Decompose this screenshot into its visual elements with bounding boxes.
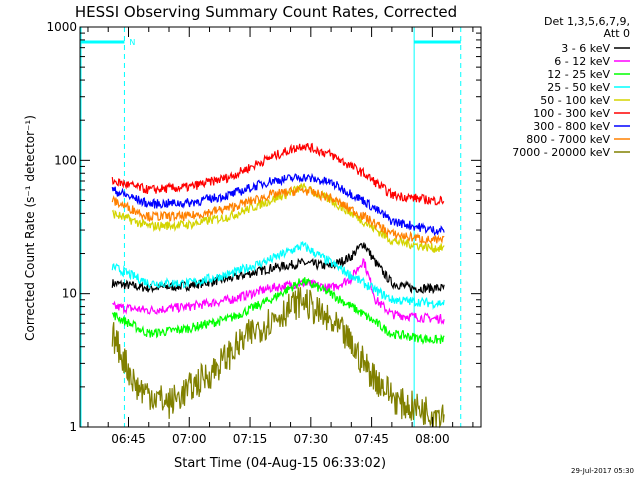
series-line (111, 241, 445, 310)
x-axis-label: Start Time (04-Aug-15 06:33:02) (174, 456, 386, 471)
legend-header-line: Att 0 (604, 27, 630, 40)
legend-entry: 800 - 7000 keV (526, 133, 630, 146)
series-line (111, 287, 445, 429)
y-tick-label: 1000 (46, 20, 77, 34)
legend-label: 6 - 12 keV (554, 55, 610, 68)
y-tick-label: 10 (62, 287, 77, 301)
legend-entry: 3 - 6 keV (561, 42, 630, 55)
series-line (111, 242, 445, 295)
plot-frame (79, 26, 482, 428)
legend-label: 100 - 300 keV (533, 107, 610, 120)
legend-entry: 100 - 300 keV (533, 107, 630, 120)
legend-label: 25 - 50 keV (547, 81, 610, 94)
legend-entry: 7000 - 20000 keV (512, 146, 630, 159)
y-axis-label: Corrected Count Rate (s⁻¹ detector⁻¹) (23, 115, 37, 341)
legend-header-line: Det 1,3,5,6,7,9, (544, 15, 630, 28)
night-flag: N (129, 38, 135, 47)
x-tick-label: 08:00 (415, 432, 450, 446)
legend-entry: 6 - 12 keV (554, 55, 630, 68)
series-line (111, 172, 445, 237)
x-tick-label: 07:45 (354, 432, 389, 446)
legend-entry: 25 - 50 keV (547, 81, 630, 94)
x-tick-label: 07:30 (294, 432, 329, 446)
series-line (111, 182, 445, 254)
series-line (111, 185, 445, 246)
x-tick-label: 07:15 (233, 432, 268, 446)
x-tick-label: 06:45 (111, 432, 146, 446)
x-tick-label: 07:00 (172, 432, 207, 446)
legend-label: 50 - 100 keV (540, 94, 610, 107)
y-tick-label: 1 (69, 420, 77, 434)
legend-entry: 12 - 25 keV (547, 68, 630, 81)
chart-title: HESSI Observing Summary Count Rates, Cor… (75, 3, 457, 21)
series-line (111, 142, 445, 206)
series-line (111, 277, 445, 345)
legend-label: 7000 - 20000 keV (512, 146, 610, 159)
legend-label: 300 - 800 keV (533, 120, 610, 133)
legend-entry: 50 - 100 keV (540, 94, 630, 107)
y-tick-label: 100 (54, 153, 77, 167)
series-line (112, 257, 445, 325)
footer-date: 29-Jul-2017 05:30 (571, 467, 634, 475)
legend-header: Det 1,3,5,6,7,9,Att 0 (544, 15, 630, 40)
legend-label: 3 - 6 keV (561, 42, 610, 55)
legend-entry: 300 - 800 keV (533, 120, 630, 133)
legend-label: 800 - 7000 keV (526, 133, 610, 146)
legend-label: 12 - 25 keV (547, 68, 610, 81)
